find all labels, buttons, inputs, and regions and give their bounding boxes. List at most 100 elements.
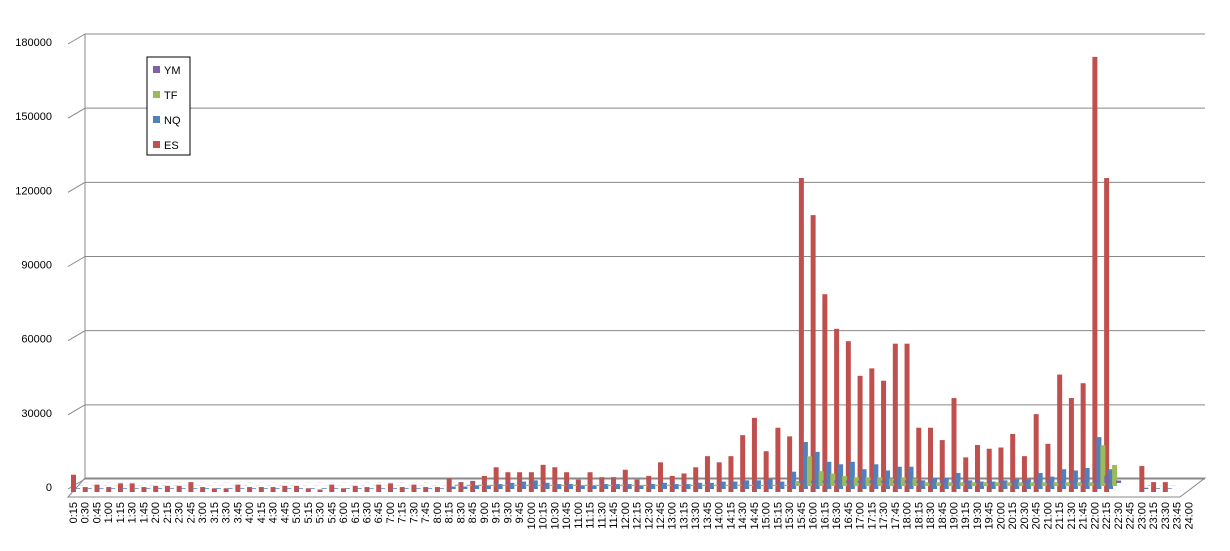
legend-swatch [153,116,160,123]
bar [713,485,718,486]
bar [748,485,753,486]
legend-swatch [153,91,160,98]
x-tick-label: 6:30 [362,502,374,523]
x-tick-label: 8:00 [432,502,444,523]
bar [369,488,374,489]
bar [1092,57,1097,492]
bar [87,488,92,489]
bar [200,487,205,492]
x-tick-label: 19:00 [949,502,961,530]
x-tick-label: 16:45 [843,502,855,530]
x-tick-label: 3:15 [209,502,221,523]
bar [435,487,440,492]
x-tick-label: 11:45 [608,502,620,529]
bar [678,485,683,486]
x-tick-label: 18:15 [913,502,925,530]
x-tick-label: 19:30 [972,502,984,530]
bar [646,476,651,492]
bar [110,488,115,489]
x-tick-label: 21:00 [1042,502,1054,530]
bar [75,488,80,489]
bar [725,485,730,486]
bar [533,480,538,489]
x-tick-label: 10:00 [526,502,538,530]
x-tick-label: 18:00 [902,502,914,530]
y-tick-label: 60000 [21,334,52,346]
x-tick-label: 23:45 [1172,502,1184,530]
bar [987,481,992,483]
x-tick-label: 5:15 [303,502,315,523]
bar [1010,481,1015,483]
bar [917,481,922,483]
bar [1163,482,1168,492]
x-tick-label: 24:00 [1183,502,1195,530]
x-tick-label: 2:15 [162,502,174,523]
x-tick-label: 6:00 [338,502,350,523]
bar [98,488,103,489]
x-tick-label: 15:00 [761,502,773,530]
bar [1151,482,1156,492]
x-tick-label: 21:15 [1054,502,1066,530]
x-tick-label: 11:30 [596,502,608,529]
bar [689,485,694,486]
bar [881,481,886,483]
bar [141,487,146,492]
x-tick-label: 17:30 [878,502,890,530]
bar [560,485,565,486]
x-tick-label: 15:15 [772,502,784,530]
x-tick-label: 8:30 [455,502,467,523]
x-tick-label: 23:15 [1148,502,1160,530]
bar [380,488,385,489]
bar [455,485,460,486]
bar [513,485,518,486]
x-tick-label: 4:30 [268,502,280,523]
bar [537,485,542,486]
x-tick-label: 17:45 [890,502,902,530]
bar [228,488,233,489]
bar [999,481,1004,483]
legend-swatch [153,66,160,73]
bar [1143,488,1148,489]
bar [846,481,851,483]
x-tick-label: 14:15 [725,502,737,530]
bar [392,488,397,489]
x-tick-label: 21:45 [1078,502,1090,530]
x-tick-label: 23:30 [1160,502,1172,530]
bar [1073,470,1078,489]
legend-label: YM [164,65,181,77]
x-tick-label: 14:45 [749,502,761,530]
bar [952,481,957,483]
bar [157,488,162,489]
x-tick-label: 20:45 [1031,502,1043,530]
x-tick-label: 20:15 [1007,502,1019,530]
x-tick-label: 17:15 [866,502,878,530]
bar [607,485,612,486]
bar [130,483,135,492]
legend-label: ES [164,140,179,152]
x-tick-label: 6:15 [350,502,362,523]
bar [823,481,828,483]
x-tick-label: 15:30 [784,502,796,530]
y-tick-label: 30000 [21,408,52,420]
x-tick-label: 6:45 [373,502,385,523]
bar [169,488,174,489]
bar [451,487,456,489]
x-tick-label: 23:00 [1136,502,1148,530]
x-tick-label: 8:15 [444,502,456,523]
x-tick-label: 14:00 [714,502,726,530]
bar [1022,481,1027,483]
bar [619,485,624,486]
bar [584,485,589,486]
bar [834,481,839,483]
bar [870,481,875,483]
bar [298,488,303,489]
x-tick-label: 22:30 [1113,502,1125,530]
bar [118,483,123,492]
bar [596,485,601,486]
bar [666,485,671,486]
bar [333,488,338,489]
bar [964,481,969,483]
bar [247,487,252,492]
bar [1061,469,1066,489]
